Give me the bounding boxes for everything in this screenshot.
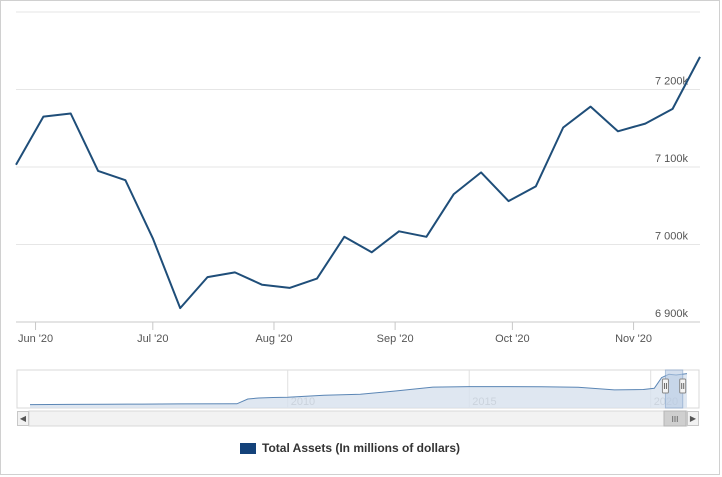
main-chart: 6 900k 7 000k 7 100k 7 200k Jun '20 Jul '20 A… (15, 11, 701, 345)
x-tick-label: Jun '20 (18, 333, 53, 345)
x-axis-ticks (16, 321, 700, 330)
x-tick-label: Sep '20 (377, 333, 414, 345)
y-tick-label: 7 000k (655, 231, 689, 243)
legend[interactable]: Total Assets (In millions of dollars) (240, 441, 460, 455)
scroll-right-button[interactable]: ▶ (687, 411, 699, 426)
y-tick-label: 6 900k (655, 308, 689, 320)
legend-label: Total Assets (In millions of dollars) (262, 441, 461, 455)
y-tick-label: 7 200k (655, 76, 689, 88)
y-axis-labels: 6 900k 7 000k 7 100k 7 200k (655, 76, 689, 321)
legend-swatch (240, 442, 256, 454)
navigator[interactable]: 201020152020III (0, 362, 722, 432)
x-tick-label: Nov '20 (615, 333, 652, 345)
y-gridlines (16, 11, 700, 323)
scrollbar-thumb[interactable] (663, 410, 687, 427)
x-tick-label: Jul '20 (137, 333, 168, 345)
scrollbar-track[interactable] (28, 410, 688, 427)
y-tick-label: 7 100k (655, 153, 689, 165)
x-tick-label: Oct '20 (495, 333, 530, 345)
x-tick-label: Aug '20 (255, 333, 292, 345)
scrollbar-grip: III (672, 415, 679, 424)
x-axis-labels: Jun '20 Jul '20 Aug '20 Sep '20 Oct '20 Nov '… (18, 333, 652, 345)
series-group (15, 56, 701, 310)
navigator-area (30, 373, 687, 408)
scroll-left-button[interactable]: ◀ (17, 411, 29, 426)
series-line[interactable] (15, 56, 701, 310)
navigator-left-handle[interactable] (661, 378, 669, 394)
navigator-right-handle[interactable] (679, 378, 687, 394)
navigator-line (29, 373, 688, 406)
